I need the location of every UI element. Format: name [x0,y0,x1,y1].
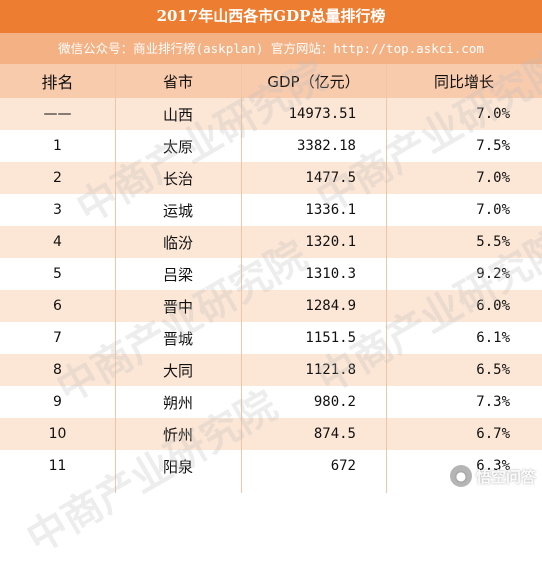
gdp-cell: 1121.8 [305,362,356,378]
gdp-table: 排名 省市 GDP（亿元） 同比增长 —— 山西 14973.51 7.0% 1 太原 33… [0,64,542,493]
gdp-cell: 980.2 [313,394,356,410]
growth-cell: 9.2% [476,266,510,282]
growth-cell: 5.5% [476,234,510,250]
gdp-cell: 672 [330,458,356,474]
table-row: 10 忻州 874.5 6.7% [0,418,542,450]
rank-cell: 9 [53,394,62,410]
table-row: 9 朔州 980.2 7.3% [0,386,542,418]
city-cell: 朔州 [162,393,193,412]
table-row: 2 长治 1477.5 7.0% [0,162,542,194]
city-cell: 晋城 [162,329,193,348]
table-row: 3 运城 1336.1 7.0% [0,194,542,226]
gdp-cell: 1336.1 [305,202,356,218]
table-row: 5 吕梁 1310.3 9.2% [0,258,542,290]
city-cell: 阳泉 [162,457,193,476]
gdp-cell: 1284.9 [305,298,356,314]
wukong-logo: ● 悟空问答 [449,465,536,487]
gdp-cell: 874.5 [313,426,356,442]
rank-cell: 11 [48,458,67,474]
growth-cell: 7.0% [476,202,510,218]
table-row: 4 临汾 1320.1 5.5% [0,226,542,258]
column-divider [115,64,116,493]
city-cell: 运城 [162,201,193,220]
growth-cell: 6.3% [476,458,510,474]
city-cell: 晋中 [162,297,193,316]
column-divider [386,64,387,493]
logo-text: 悟空问答 [475,467,536,486]
column-header-gdp: GDP（亿元） [267,72,360,91]
table-row: 6 晋中 1284.9 6.0% [0,290,542,322]
gdp-cell: 3382.18 [296,138,356,154]
table-row: —— 山西 14973.51 7.0% [0,98,542,130]
growth-cell: 6.7% [476,426,510,442]
growth-cell: 7.5% [476,138,510,154]
city-cell: 山西 [162,105,193,124]
column-header-city: 省市 [162,72,193,91]
rank-cell: 10 [48,426,67,442]
table-body: —— 山西 14973.51 7.0% 1 太原 3382.18 7.5% 2 长治 1477.5 7… [0,98,542,482]
city-cell: 吕梁 [162,265,193,284]
rank-cell: 8 [53,362,62,378]
rank-cell: 5 [53,266,62,282]
rank-cell: 6 [53,298,62,314]
growth-cell: 6.1% [476,330,510,346]
column-header-rank: 排名 [41,73,74,92]
growth-cell: 7.0% [476,106,510,122]
table-row: 1 太原 3382.18 7.5% [0,130,542,162]
city-cell: 太原 [162,137,193,156]
growth-cell: 6.5% [476,362,510,378]
rank-cell: 7 [53,330,62,346]
growth-cell: 7.0% [476,170,510,186]
city-cell: 长治 [162,169,193,188]
gdp-cell: 1477.5 [305,170,356,186]
rank-cell: 4 [53,234,62,250]
city-cell: 忻州 [162,425,193,444]
gdp-cell: 1151.5 [305,330,356,346]
subtitle: 微信公众号：商业排行榜(askplan) 官方网站：http://top.ask… [0,33,542,64]
table-header: 排名 省市 GDP（亿元） 同比增长 [0,64,542,98]
table-row: 8 大同 1121.8 6.5% [0,354,542,386]
rank-cell: —— [43,106,72,122]
gdp-cell: 14973.51 [288,106,356,122]
city-cell: 大同 [162,361,193,380]
city-cell: 临汾 [162,233,193,252]
gdp-cell: 1310.3 [305,266,356,282]
growth-cell: 7.3% [476,394,510,410]
rank-cell: 2 [53,170,62,186]
column-header-growth: 同比增长 [433,72,494,91]
growth-cell: 6.0% [476,298,510,314]
rank-cell: 1 [53,138,62,154]
page-title: 2017年山西各市GDP总量排行榜 [0,0,542,33]
column-divider [241,64,242,493]
gdp-cell: 1320.1 [305,234,356,250]
table-row: 7 晋城 1151.5 6.1% [0,322,542,354]
wukong-icon: ● [449,465,472,487]
table-row: 11 阳泉 672 6.3% [0,450,542,482]
rank-cell: 3 [53,202,62,218]
